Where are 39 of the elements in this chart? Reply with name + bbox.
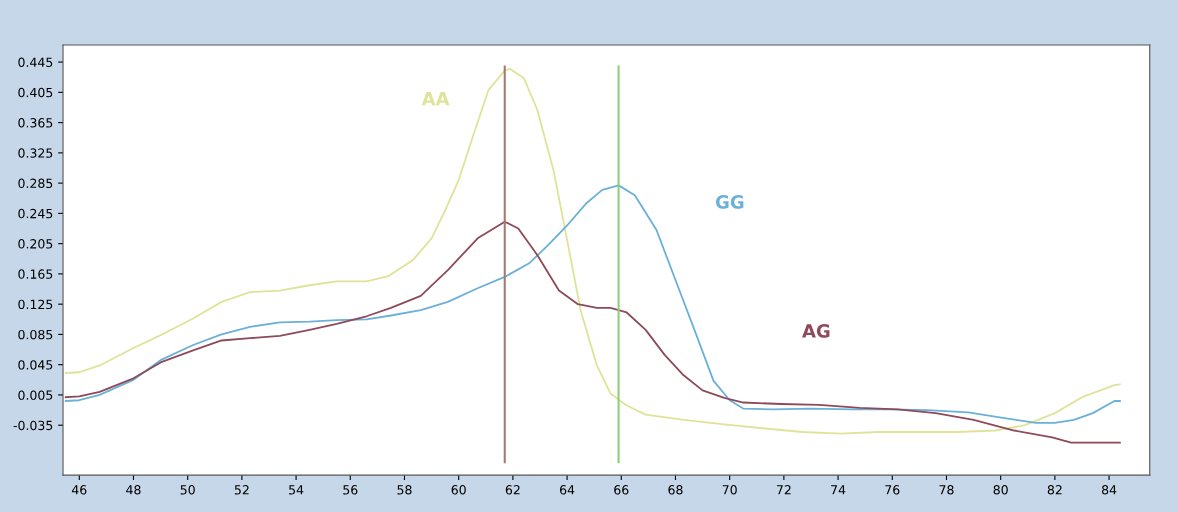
x-tick-label: 46 bbox=[71, 485, 87, 495]
x-tick-label: 60 bbox=[451, 485, 466, 495]
x-tick-label: 62 bbox=[505, 485, 520, 495]
y-tick-label: 0.085 bbox=[18, 329, 53, 340]
x-tick-label: 72 bbox=[776, 485, 791, 495]
series-label: AA bbox=[421, 92, 450, 106]
line-series bbox=[64, 67, 1121, 435]
y-tick-label: 0.245 bbox=[18, 208, 53, 219]
x-tick-label: 80 bbox=[993, 485, 1008, 495]
x-tick-label: 58 bbox=[397, 485, 412, 495]
y-tick-label: 0.365 bbox=[18, 118, 53, 128]
y-tick-label: 0.125 bbox=[18, 299, 53, 310]
x-tick-label: 66 bbox=[614, 485, 629, 495]
y-tick-label: 0.285 bbox=[18, 178, 53, 189]
line-series bbox=[64, 220, 1121, 444]
y-tick-label: 0.405 bbox=[18, 87, 53, 98]
text: GG bbox=[715, 195, 744, 209]
x-tick-label: 64 bbox=[560, 485, 575, 495]
x-tick-label: 52 bbox=[234, 485, 249, 495]
x-tick-label: 50 bbox=[180, 485, 195, 495]
y-tick-label: 0.445 bbox=[18, 57, 53, 67]
x-tick-label: 70 bbox=[722, 485, 737, 495]
y-tick-label: 0.005 bbox=[18, 390, 53, 400]
x-tick-label: 54 bbox=[289, 485, 304, 495]
x-tick-label: 76 bbox=[885, 485, 900, 495]
x-tick-label: 68 bbox=[668, 485, 683, 495]
x-tick-label: 84 bbox=[1101, 485, 1117, 495]
y-tick-label: 0.165 bbox=[18, 269, 53, 279]
x-tick-label: 78 bbox=[939, 485, 954, 495]
x-tick-label: 82 bbox=[1047, 485, 1062, 495]
x-tick-label: 56 bbox=[343, 485, 358, 495]
text: AG bbox=[802, 324, 830, 338]
y-tick-label: -0.035 bbox=[13, 420, 53, 431]
y-tick-label: 0.205 bbox=[18, 239, 53, 249]
x-tick-label: 48 bbox=[126, 485, 141, 495]
y-tick-label: 0.045 bbox=[18, 360, 53, 370]
y-tick-label: 0.325 bbox=[18, 148, 53, 158]
x-tick-label: 74 bbox=[831, 485, 846, 495]
line-series bbox=[64, 184, 1121, 424]
